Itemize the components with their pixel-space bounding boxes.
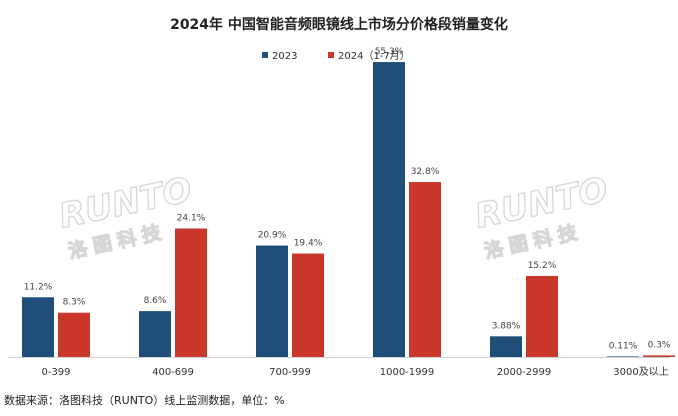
value-label-2024-2: 19.4% — [294, 239, 323, 249]
watermark-brand-right: RUNTO — [472, 170, 612, 237]
bar-2023-5 — [607, 356, 639, 357]
legend-swatch-2023 — [262, 52, 268, 58]
chart-title: 2024年 中国智能音频眼镜线上市场分价格段销量变化 — [170, 16, 508, 33]
source-note: 数据来源：洛图科技（RUNTO）线上监测数据，单位：% — [4, 393, 285, 407]
value-label-2024-3: 32.8% — [411, 167, 440, 177]
category-label-5: 3000及以上 — [613, 366, 668, 378]
value-label-2024-4: 15.2% — [528, 261, 557, 271]
watermark-brand-left: RUNTO — [56, 170, 196, 237]
watermark-right: RUNTO 洛图科技 — [471, 169, 612, 263]
value-labels-group: 11.2% 8.3% 8.6% 24.1% 20.9% 19.4% 55.3% 32.8% 3.… — [24, 47, 671, 351]
bar-2023-4 — [490, 336, 522, 357]
category-label-2: 700-999 — [269, 367, 311, 378]
category-label-4: 2000-2999 — [497, 367, 552, 378]
bar-2023-1 — [139, 311, 171, 357]
bar-2023-0 — [22, 297, 54, 357]
value-label-2023-1: 8.6% — [144, 296, 167, 306]
category-label-0: 0-399 — [41, 367, 70, 378]
bar-2023-2 — [256, 245, 288, 357]
legend-swatch-2024 — [328, 52, 334, 58]
category-labels-group: 0-399 400-699 700-999 1000-1999 2000-2999 300… — [41, 366, 668, 378]
bars-group — [22, 62, 675, 358]
value-label-2024-1: 24.1% — [177, 213, 206, 223]
bar-2024-2 — [292, 253, 324, 357]
value-label-2024-0: 8.3% — [63, 298, 86, 308]
category-label-3: 1000-1999 — [380, 367, 435, 378]
value-label-2023-0: 11.2% — [24, 282, 53, 292]
value-label-2023-5: 0.11% — [609, 341, 638, 351]
category-label-1: 400-699 — [152, 367, 194, 378]
bar-2024-4 — [526, 275, 558, 357]
value-label-2023-3: 55.3% — [375, 47, 404, 57]
value-label-2024-5: 0.3% — [648, 340, 671, 350]
legend-label-2024: 2024（1-7月） — [338, 50, 410, 62]
bar-2024-1 — [175, 228, 207, 357]
bar-2024-5 — [643, 355, 675, 357]
value-label-2023-2: 20.9% — [258, 231, 287, 241]
value-label-2023-4: 3.88% — [492, 321, 521, 331]
legend: 2023 2024（1-7月） — [262, 50, 410, 62]
bar-2024-0 — [58, 312, 90, 357]
bar-2024-3 — [409, 182, 441, 357]
legend-label-2023: 2023 — [272, 51, 297, 62]
watermark-left: RUNTO 洛图科技 — [55, 169, 196, 263]
bar-2023-3 — [373, 62, 405, 358]
